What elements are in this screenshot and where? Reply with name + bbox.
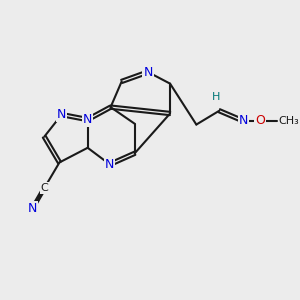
Text: N: N [143, 65, 153, 79]
Text: N: N [83, 113, 92, 126]
Text: O: O [255, 115, 265, 128]
Text: N: N [28, 202, 37, 215]
Text: N: N [239, 115, 248, 128]
Text: C: C [40, 183, 48, 193]
Text: H: H [212, 92, 221, 103]
Text: CH₃: CH₃ [279, 116, 299, 126]
Text: N: N [57, 108, 66, 121]
Text: N: N [105, 158, 115, 171]
